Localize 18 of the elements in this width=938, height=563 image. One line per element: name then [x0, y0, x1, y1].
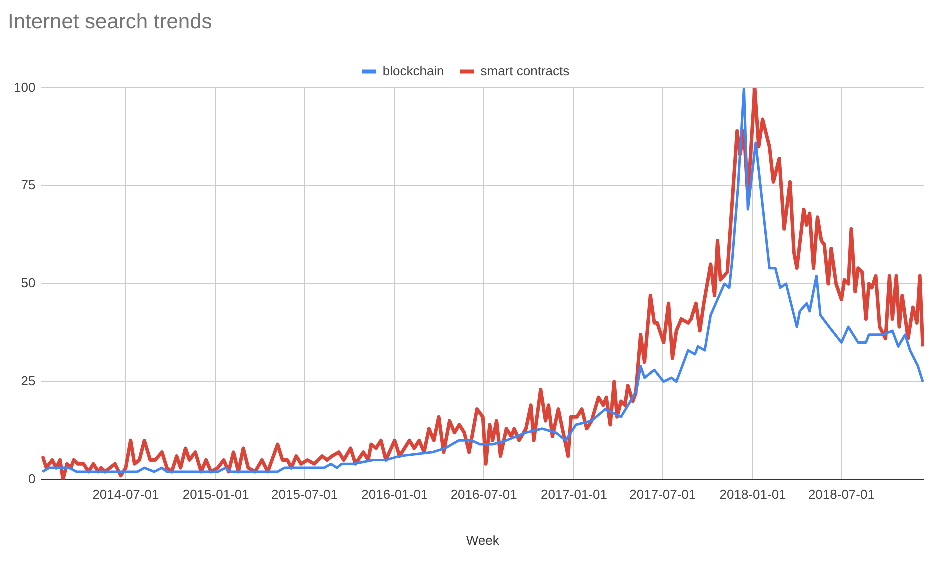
- x-tick-label: 2016-01-01: [362, 487, 428, 502]
- x-tick-label: 2018-07-01: [808, 487, 875, 502]
- y-tick-label: 100: [14, 80, 36, 95]
- y-tick-label: 0: [28, 471, 36, 486]
- chart-title: Internet search trends: [8, 10, 212, 34]
- y-tick-label: 25: [21, 373, 36, 388]
- x-tick-label: 2016-07-01: [450, 487, 518, 502]
- x-tick-label: 2015-01-01: [182, 487, 250, 502]
- x-tick-label: 2018-01-01: [720, 487, 786, 502]
- x-tick-label: 2017-07-01: [630, 487, 696, 502]
- legend-label: blockchain: [382, 63, 444, 78]
- y-tick-label: 75: [21, 178, 36, 193]
- x-tick-label: 2015-07-01: [272, 487, 338, 502]
- x-tick-label: 2017-01-01: [540, 487, 608, 502]
- legend-label: smart contracts: [480, 63, 570, 78]
- x-axis-title: Week: [466, 532, 500, 548]
- x-tick-label: 2014-07-01: [92, 487, 160, 502]
- y-tick-label: 50: [21, 276, 36, 291]
